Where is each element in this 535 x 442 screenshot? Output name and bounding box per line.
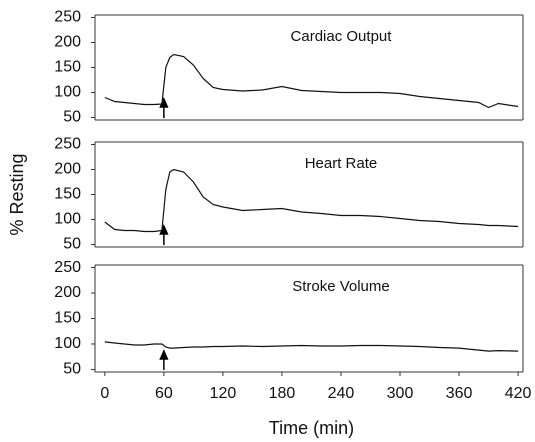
data-line (104, 168, 519, 233)
panel-frame (94, 141, 524, 248)
y-tick-label: 200 (54, 34, 81, 51)
y-tick-label: 250 (54, 136, 81, 153)
x-tick-label: 360 (446, 385, 473, 402)
y-tick-label: 250 (54, 259, 81, 276)
y-tick-label: 200 (54, 161, 81, 178)
y-tick-label: 100 (54, 335, 81, 352)
y-tick-label: 50 (63, 236, 81, 253)
x-tick-label: 120 (210, 385, 237, 402)
y-tick-label: 150 (54, 59, 81, 76)
y-tick-label: 100 (54, 84, 81, 101)
annotation-arrow (159, 224, 169, 245)
x-tick-label: 300 (387, 385, 414, 402)
panel-title: Cardiac Output (291, 28, 393, 45)
data-line (104, 341, 519, 352)
y-tick-label: 150 (54, 186, 81, 203)
x-tick-label: 60 (155, 385, 173, 402)
x-tick-label: 180 (269, 385, 296, 402)
x-tick-label: 420 (505, 385, 532, 402)
x-tick-label: 0 (100, 385, 109, 402)
panel-title: Stroke Volume (292, 278, 390, 295)
data-line (104, 53, 519, 109)
y-tick-label: 200 (54, 284, 81, 301)
x-tick-label: 240 (328, 385, 355, 402)
y-tick-label: 150 (54, 310, 81, 327)
panel-frame (94, 14, 524, 121)
panel-title: Heart Rate (305, 155, 378, 172)
panel-frame (94, 264, 524, 373)
x-axis-label: Time (min) (269, 418, 354, 438)
annotation-arrow (159, 97, 169, 118)
y-axis-label: % Resting (7, 153, 27, 235)
annotation-arrow (159, 349, 169, 370)
y-tick-label: 50 (63, 361, 81, 378)
y-tick-label: 250 (54, 9, 81, 26)
y-tick-label: 100 (54, 211, 81, 228)
y-tick-label: 50 (63, 109, 81, 126)
